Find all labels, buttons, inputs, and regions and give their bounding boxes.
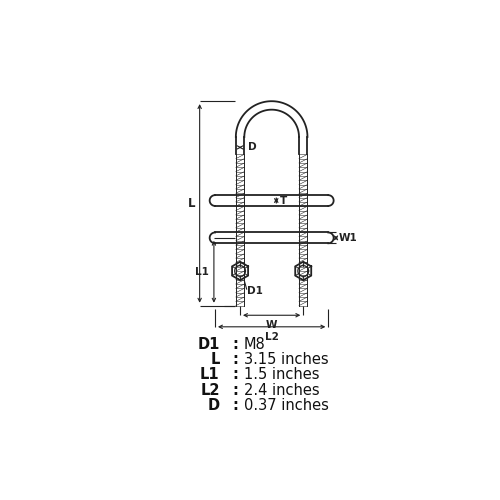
Text: W1: W1 xyxy=(339,233,358,243)
Text: L: L xyxy=(188,197,195,210)
Text: :: : xyxy=(232,383,238,398)
Text: 2.4 inches: 2.4 inches xyxy=(244,383,319,398)
Text: :: : xyxy=(232,368,238,382)
Text: 0.37 inches: 0.37 inches xyxy=(244,398,328,413)
Text: D: D xyxy=(248,142,257,152)
Text: L2: L2 xyxy=(264,332,278,342)
Text: :: : xyxy=(232,352,238,367)
Text: 1.5 inches: 1.5 inches xyxy=(244,368,319,382)
Text: D: D xyxy=(208,398,220,413)
Text: :: : xyxy=(232,336,238,351)
Text: L: L xyxy=(210,352,220,367)
Text: T: T xyxy=(280,196,287,205)
Text: L1: L1 xyxy=(200,368,220,382)
Text: W: W xyxy=(266,320,278,330)
Text: D1: D1 xyxy=(198,336,220,351)
Text: 3.15 inches: 3.15 inches xyxy=(244,352,328,367)
Text: M8: M8 xyxy=(244,336,266,351)
Text: L2: L2 xyxy=(200,383,220,398)
Text: D1: D1 xyxy=(246,286,262,296)
Text: :: : xyxy=(232,398,238,413)
Text: L1: L1 xyxy=(196,267,209,277)
